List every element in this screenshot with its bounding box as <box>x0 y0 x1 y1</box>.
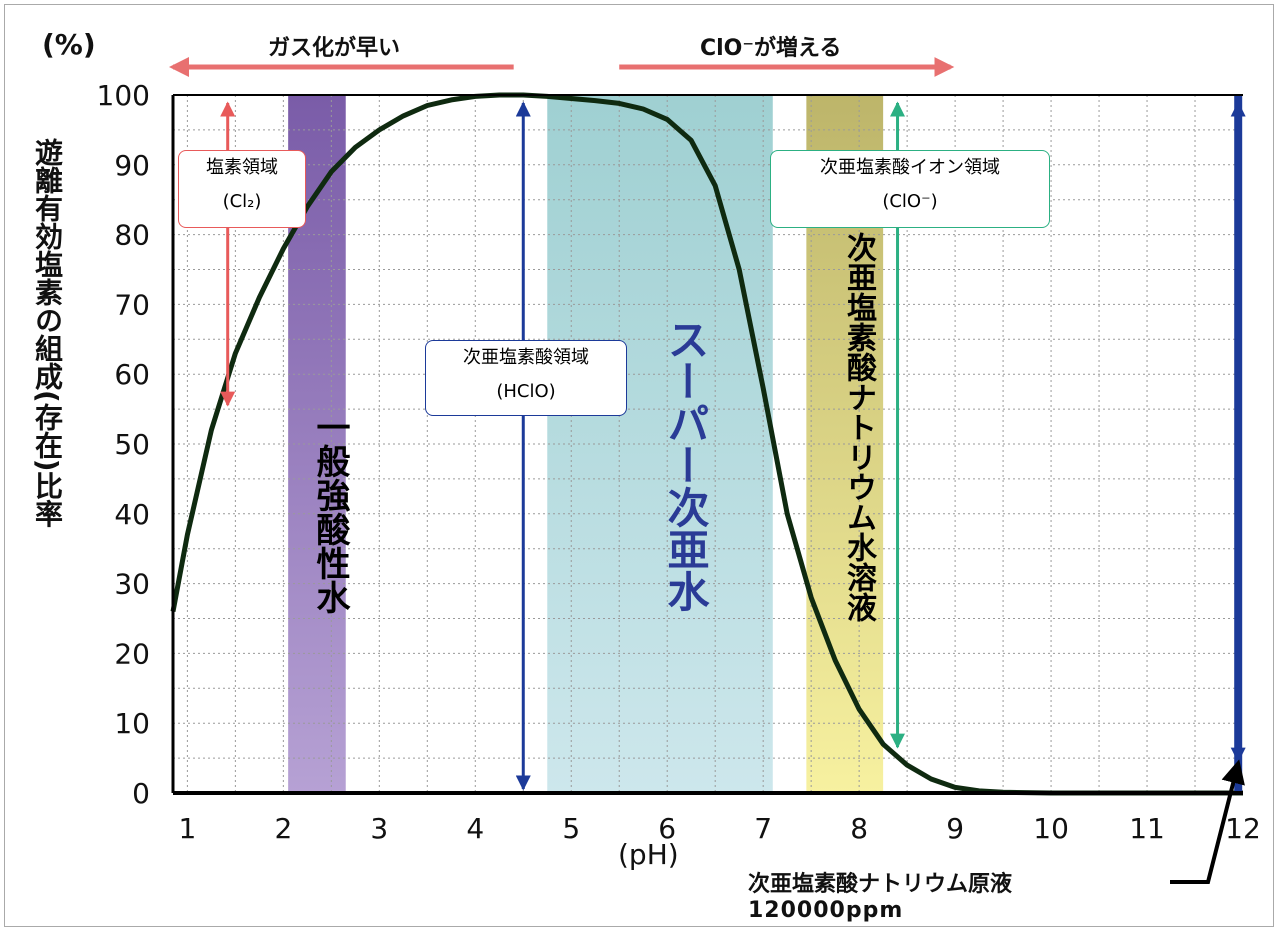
y-tick-label-70: 70 <box>114 288 150 321</box>
x-tick-label-3: 3 <box>370 812 388 845</box>
y-tick-label-10: 10 <box>114 707 150 740</box>
x-tick-label-4: 4 <box>466 812 484 845</box>
annotation-cl2: 塩素領域 (Cl₂) <box>178 150 306 228</box>
x-tick-label-7: 7 <box>754 812 772 845</box>
x-tick-label-8: 8 <box>850 812 868 845</box>
x-axis-label: (pH) <box>618 838 679 871</box>
chart-frame <box>4 4 1274 927</box>
y-tick-label-40: 40 <box>114 498 150 531</box>
x-tick-label-5: 5 <box>562 812 580 845</box>
callout-line2: 120000ppm <box>748 898 904 923</box>
x-tick-label-9: 9 <box>946 812 964 845</box>
annotation-hclo: 次亜塩素酸領域 (HClO) <box>425 340 627 416</box>
x-tick-label-11: 11 <box>1129 812 1165 845</box>
y-tick-label-100: 100 <box>97 79 150 112</box>
y-tick-label-90: 90 <box>114 149 150 182</box>
annotation-clo-formula: (ClO⁻) <box>882 191 938 212</box>
y-unit-label: (%) <box>42 28 96 61</box>
top-arrow-label-gas: ガス化が早い <box>268 36 401 61</box>
x-tick-label-1: 1 <box>178 812 196 845</box>
y-tick-label-0: 0 <box>132 777 150 810</box>
band-label-super-hypo: スーパー次亜水 <box>661 318 710 612</box>
band-label-sodium-hypo: 次亜塩素酸ナトリウム水溶液 <box>841 232 876 622</box>
x-tick-label-10: 10 <box>1033 812 1069 845</box>
top-arrow-label-clo: ClO⁻が増える <box>700 36 842 61</box>
y-axis-label: 遊離有効塩素の組成(存在)比率 <box>31 138 64 528</box>
band-label-strong-acid: 一般強酸性水 <box>310 410 350 614</box>
x-tick-label-6: 6 <box>658 812 676 845</box>
callout-label: 次亜塩素酸ナトリウム原液 120000ppm <box>748 872 1012 924</box>
composition-curve <box>170 92 1243 796</box>
callout-line1: 次亜塩素酸ナトリウム原液 <box>748 872 1013 897</box>
annotation-clo-title: 次亜塩素酸イオン領域 <box>820 157 1000 178</box>
callout-arrow <box>1170 759 1245 884</box>
y-tick-label-50: 50 <box>114 428 150 461</box>
annotation-hclo-formula: (HClO) <box>496 381 556 402</box>
annotation-hclo-title: 次亜塩素酸領域 <box>463 347 589 368</box>
x-tick-label-12: 12 <box>1225 812 1261 845</box>
y-tick-label-60: 60 <box>114 358 150 391</box>
x-tick-label-2: 2 <box>274 812 292 845</box>
annotation-cl2-title: 塩素領域 <box>206 157 278 178</box>
y-tick-label-20: 20 <box>114 637 150 670</box>
y-tick-label-30: 30 <box>114 568 150 601</box>
annotation-cl2-formula: (Cl₂) <box>222 191 262 212</box>
annotation-clo: 次亜塩素酸イオン領域 (ClO⁻) <box>770 150 1050 228</box>
y-tick-label-80: 80 <box>114 219 150 252</box>
